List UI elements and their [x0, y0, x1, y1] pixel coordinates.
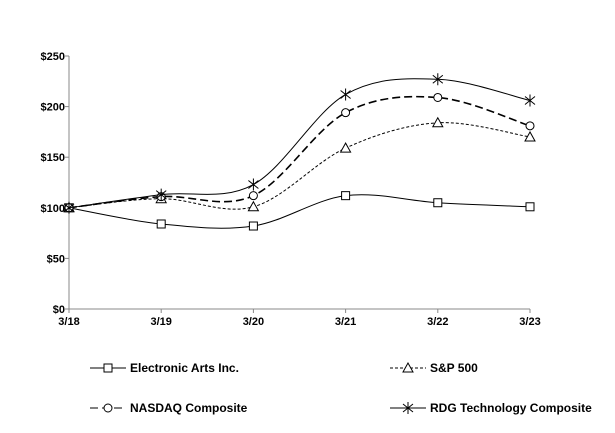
series-line [68, 194, 531, 229]
series-line [68, 95, 531, 209]
x-tick-label: 3/19 [150, 316, 171, 328]
data-point-square [433, 198, 443, 208]
y-tick-label: $0 [53, 304, 65, 316]
legend-label: S&P 500 [430, 361, 478, 375]
legend-marker-triangle [402, 361, 414, 373]
y-tick-label: $50 [47, 253, 65, 265]
legend-item: Electronic Arts Inc. [90, 361, 239, 375]
x-tick-label: 3/20 [243, 316, 264, 328]
legend-label: NASDAQ Composite [130, 401, 248, 415]
legend-marker-circle [103, 403, 113, 413]
series-rdg-technology-composite [63, 73, 536, 214]
legend-label: RDG Technology Composite [430, 401, 592, 415]
series-line [68, 78, 531, 209]
x-tick-label: 3/22 [427, 316, 448, 328]
data-point-circle [433, 92, 443, 102]
x-tick-label: 3/18 [58, 316, 79, 328]
legend-item: S&P 500 [390, 361, 478, 375]
data-point-circle [341, 108, 351, 118]
data-point-asterisk [248, 178, 259, 191]
series-s-p-500 [63, 116, 536, 213]
data-point-asterisk [340, 88, 351, 101]
series-line [68, 122, 531, 210]
data-point-triangle [524, 130, 536, 142]
data-point-circle [248, 191, 258, 201]
y-tick-label: $200 [41, 102, 65, 114]
x-tick-label: 3/21 [335, 316, 356, 328]
legend-item: NASDAQ Composite [90, 401, 248, 415]
data-point-asterisk [63, 201, 75, 214]
data-point-square [248, 221, 258, 231]
data-point-square [525, 202, 535, 212]
data-point-circle [525, 121, 535, 131]
data-point-square [341, 191, 351, 201]
x-tick-label: 3/23 [519, 316, 540, 328]
data-point-asterisk [524, 94, 536, 107]
series-electronic-arts-inc- [64, 191, 535, 231]
data-point-triangle [431, 116, 444, 128]
y-tick-label: $100 [41, 203, 65, 215]
data-point-asterisk [432, 73, 444, 86]
data-point-triangle [247, 200, 260, 212]
legend-marker-square [103, 363, 113, 373]
y-tick-label: $150 [41, 152, 65, 164]
data-point-square [156, 219, 166, 229]
data-point-triangle [339, 142, 352, 153]
legend-marker-asterisk [402, 402, 414, 414]
series-nasdaq-composite [64, 92, 535, 213]
data-point-asterisk [155, 188, 167, 201]
y-tick-label: $250 [41, 51, 65, 63]
legend-item: RDG Technology Composite [390, 401, 592, 415]
legend-label: Electronic Arts Inc. [130, 361, 239, 375]
